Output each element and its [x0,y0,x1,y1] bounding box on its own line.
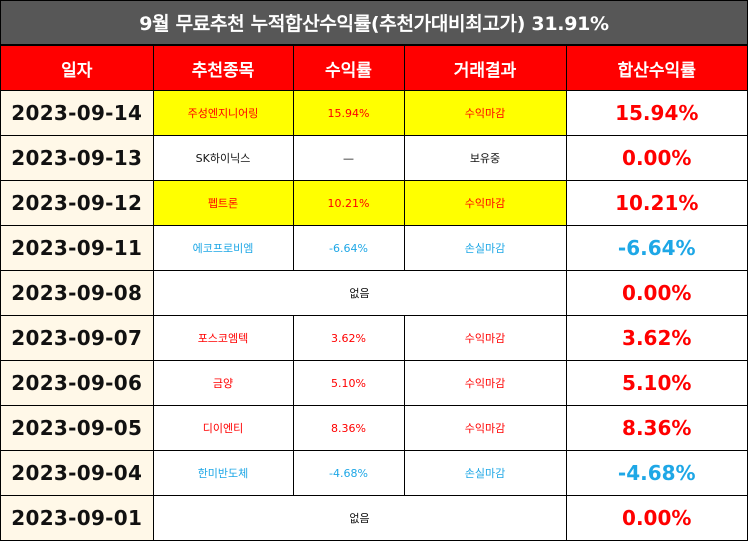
row-rate: 15.94% [292,90,405,136]
row-total: -4.68% [565,450,747,496]
row-stock: 에코프로비엠 [152,225,294,271]
row-stock: 주성엔지니어링 [152,90,294,136]
row-result: 수익마감 [403,405,567,451]
row-date: 2023-09-06 [1,360,154,406]
row-total: 10.21% [565,180,747,226]
table-row: 2023-09-04 한미반도체 -4.68% 손실마감 -4.68% [1,450,747,496]
page-title: 9월 무료추천 누적합산수익률(추천가대비최고가) 31.91% [1,1,747,45]
row-date: 2023-09-13 [1,135,154,181]
row-stock: 금양 [152,360,294,406]
row-date: 2023-09-05 [1,405,154,451]
row-total: 0.00% [565,270,747,316]
row-no-recommendation: 없음 [152,270,567,316]
table-row: 2023-09-06 금양 5.10% 수익마감 5.10% [1,360,747,406]
row-date: 2023-09-07 [1,315,154,361]
row-total: 15.94% [565,90,747,136]
row-result: 수익마감 [403,90,567,136]
row-date: 2023-09-04 [1,450,154,496]
row-rate: -4.68% [292,450,405,496]
row-total: 0.00% [565,135,747,181]
row-total: 0.00% [565,495,747,540]
row-result: 손실마감 [403,450,567,496]
row-result: 수익마감 [403,315,567,361]
row-stock: 디이엔티 [152,405,294,451]
row-stock: 펩트론 [152,180,294,226]
table-row: 2023-09-12 펩트론 10.21% 수익마감 10.21% [1,180,747,226]
row-stock: 포스코엠텍 [152,315,294,361]
table-row: 2023-09-07 포스코엠텍 3.62% 수익마감 3.62% [1,315,747,361]
row-total: 8.36% [565,405,747,451]
table-row: 2023-09-08 없음 0.00% [1,270,747,316]
table-row: 2023-09-14 주성엔지니어링 15.94% 수익마감 15.94% [1,90,747,136]
row-rate: 10.21% [292,180,405,226]
row-stock: 한미반도체 [152,450,294,496]
row-rate: 3.62% [292,315,405,361]
row-date: 2023-09-14 [1,90,154,136]
row-result: 보유중 [403,135,567,181]
header-date: 일자 [1,45,154,91]
row-result: 수익마감 [403,180,567,226]
row-total: 5.10% [565,360,747,406]
header-result: 거래결과 [403,45,567,91]
header-stock: 추천종목 [152,45,294,91]
row-date: 2023-09-12 [1,180,154,226]
header-rate: 수익률 [292,45,405,91]
row-no-recommendation: 없음 [152,495,567,540]
row-total: -6.64% [565,225,747,271]
row-rate: -6.64% [292,225,405,271]
row-rate: 8.36% [292,405,405,451]
table-row: 2023-09-01 없음 0.00% [1,495,747,540]
row-date: 2023-09-08 [1,270,154,316]
row-result: 손실마감 [403,225,567,271]
row-date: 2023-09-01 [1,495,154,540]
row-rate: — [292,135,405,181]
header-total: 합산수익률 [565,45,747,91]
row-result: 수익마감 [403,360,567,406]
row-total: 3.62% [565,315,747,361]
table-row: 2023-09-11 에코프로비엠 -6.64% 손실마감 -6.64% [1,225,747,271]
returns-table: 일자 추천종목 수익률 거래결과 합산수익률 2023-09-14 주성엔지니어링… [1,45,747,540]
table-row: 2023-09-05 디이엔티 8.36% 수익마감 8.36% [1,405,747,451]
row-date: 2023-09-11 [1,225,154,271]
row-rate: 5.10% [292,360,405,406]
table-header-row: 일자 추천종목 수익률 거래결과 합산수익률 [1,45,747,91]
table-row: 2023-09-13 SK하이닉스 — 보유중 0.00% [1,135,747,181]
row-stock: SK하이닉스 [152,135,294,181]
